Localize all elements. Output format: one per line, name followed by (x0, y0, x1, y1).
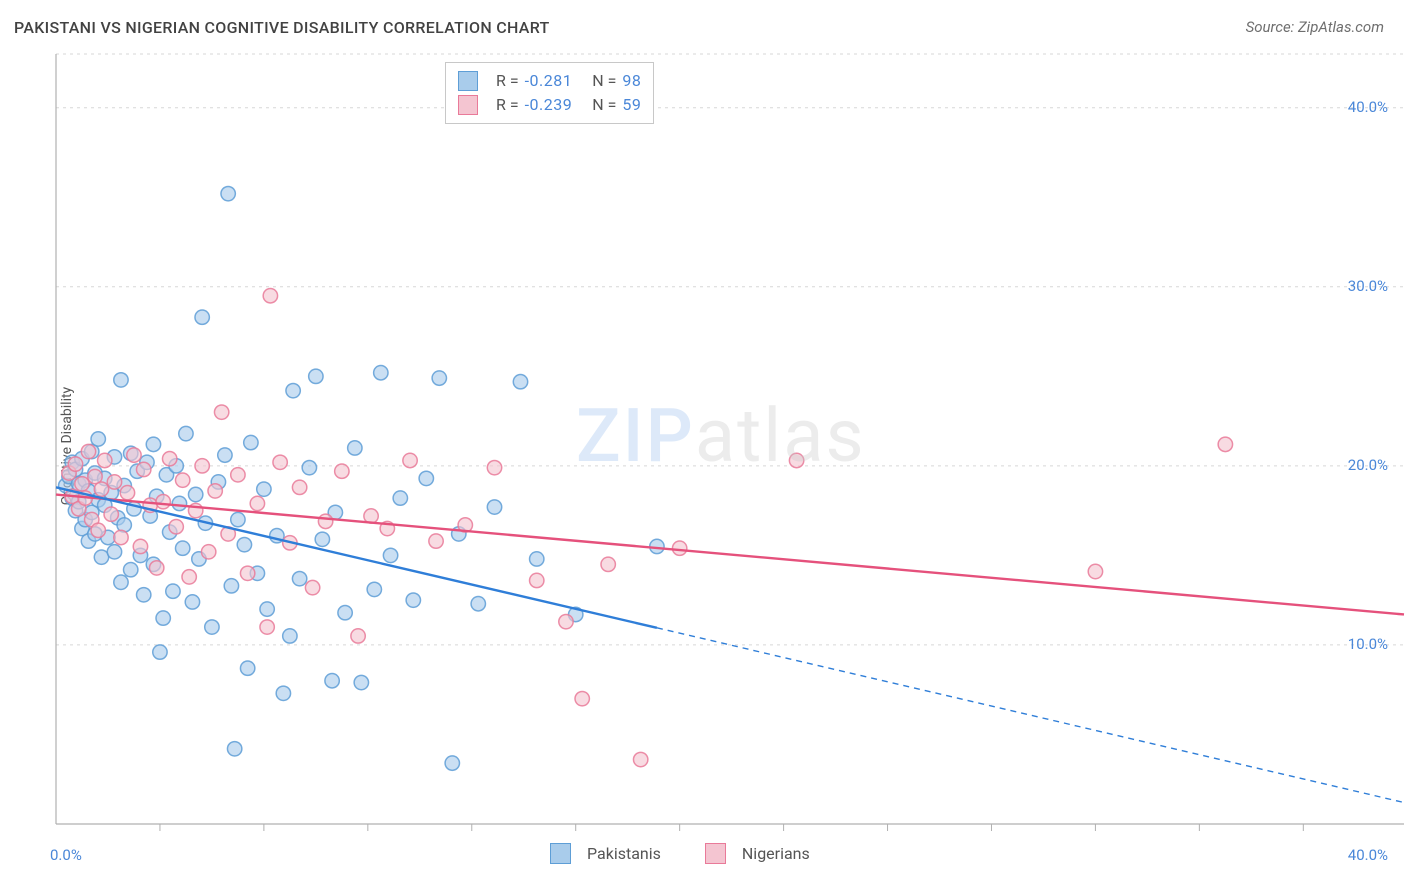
r-label: R = (496, 69, 519, 93)
swatch-series-a (550, 843, 571, 864)
n-value-a: 98 (622, 69, 641, 93)
correlation-legend: R = -0.281 N = 98 R = -0.239 N = 59 (445, 62, 654, 124)
legend-row-series-a: R = -0.281 N = 98 (458, 69, 641, 93)
swatch-series-b (705, 843, 726, 864)
series-legend: Pakistanis Nigerians (550, 843, 810, 864)
swatch-series-b (458, 95, 478, 115)
series-a-label: Pakistanis (587, 844, 661, 863)
legend-row-series-b: R = -0.239 N = 59 (458, 93, 641, 117)
x-origin-label: 0.0% (50, 846, 82, 864)
y-tick-label: 30.0% (1348, 277, 1388, 295)
r-label: R = (496, 93, 519, 117)
n-label: N = (592, 93, 616, 117)
series-b-label: Nigerians (742, 844, 810, 863)
n-label: N = (592, 69, 616, 93)
swatch-series-a (458, 71, 478, 91)
y-tick-label: 20.0% (1348, 456, 1388, 474)
r-value-b: -0.239 (525, 93, 573, 117)
r-value-a: -0.281 (525, 69, 573, 93)
correlation-scatter-chart (0, 0, 1406, 892)
y-tick-label: 10.0% (1348, 635, 1388, 653)
n-value-b: 59 (622, 93, 641, 117)
x-end-label: 40.0% (1348, 846, 1388, 864)
y-tick-label: 40.0% (1348, 98, 1388, 116)
